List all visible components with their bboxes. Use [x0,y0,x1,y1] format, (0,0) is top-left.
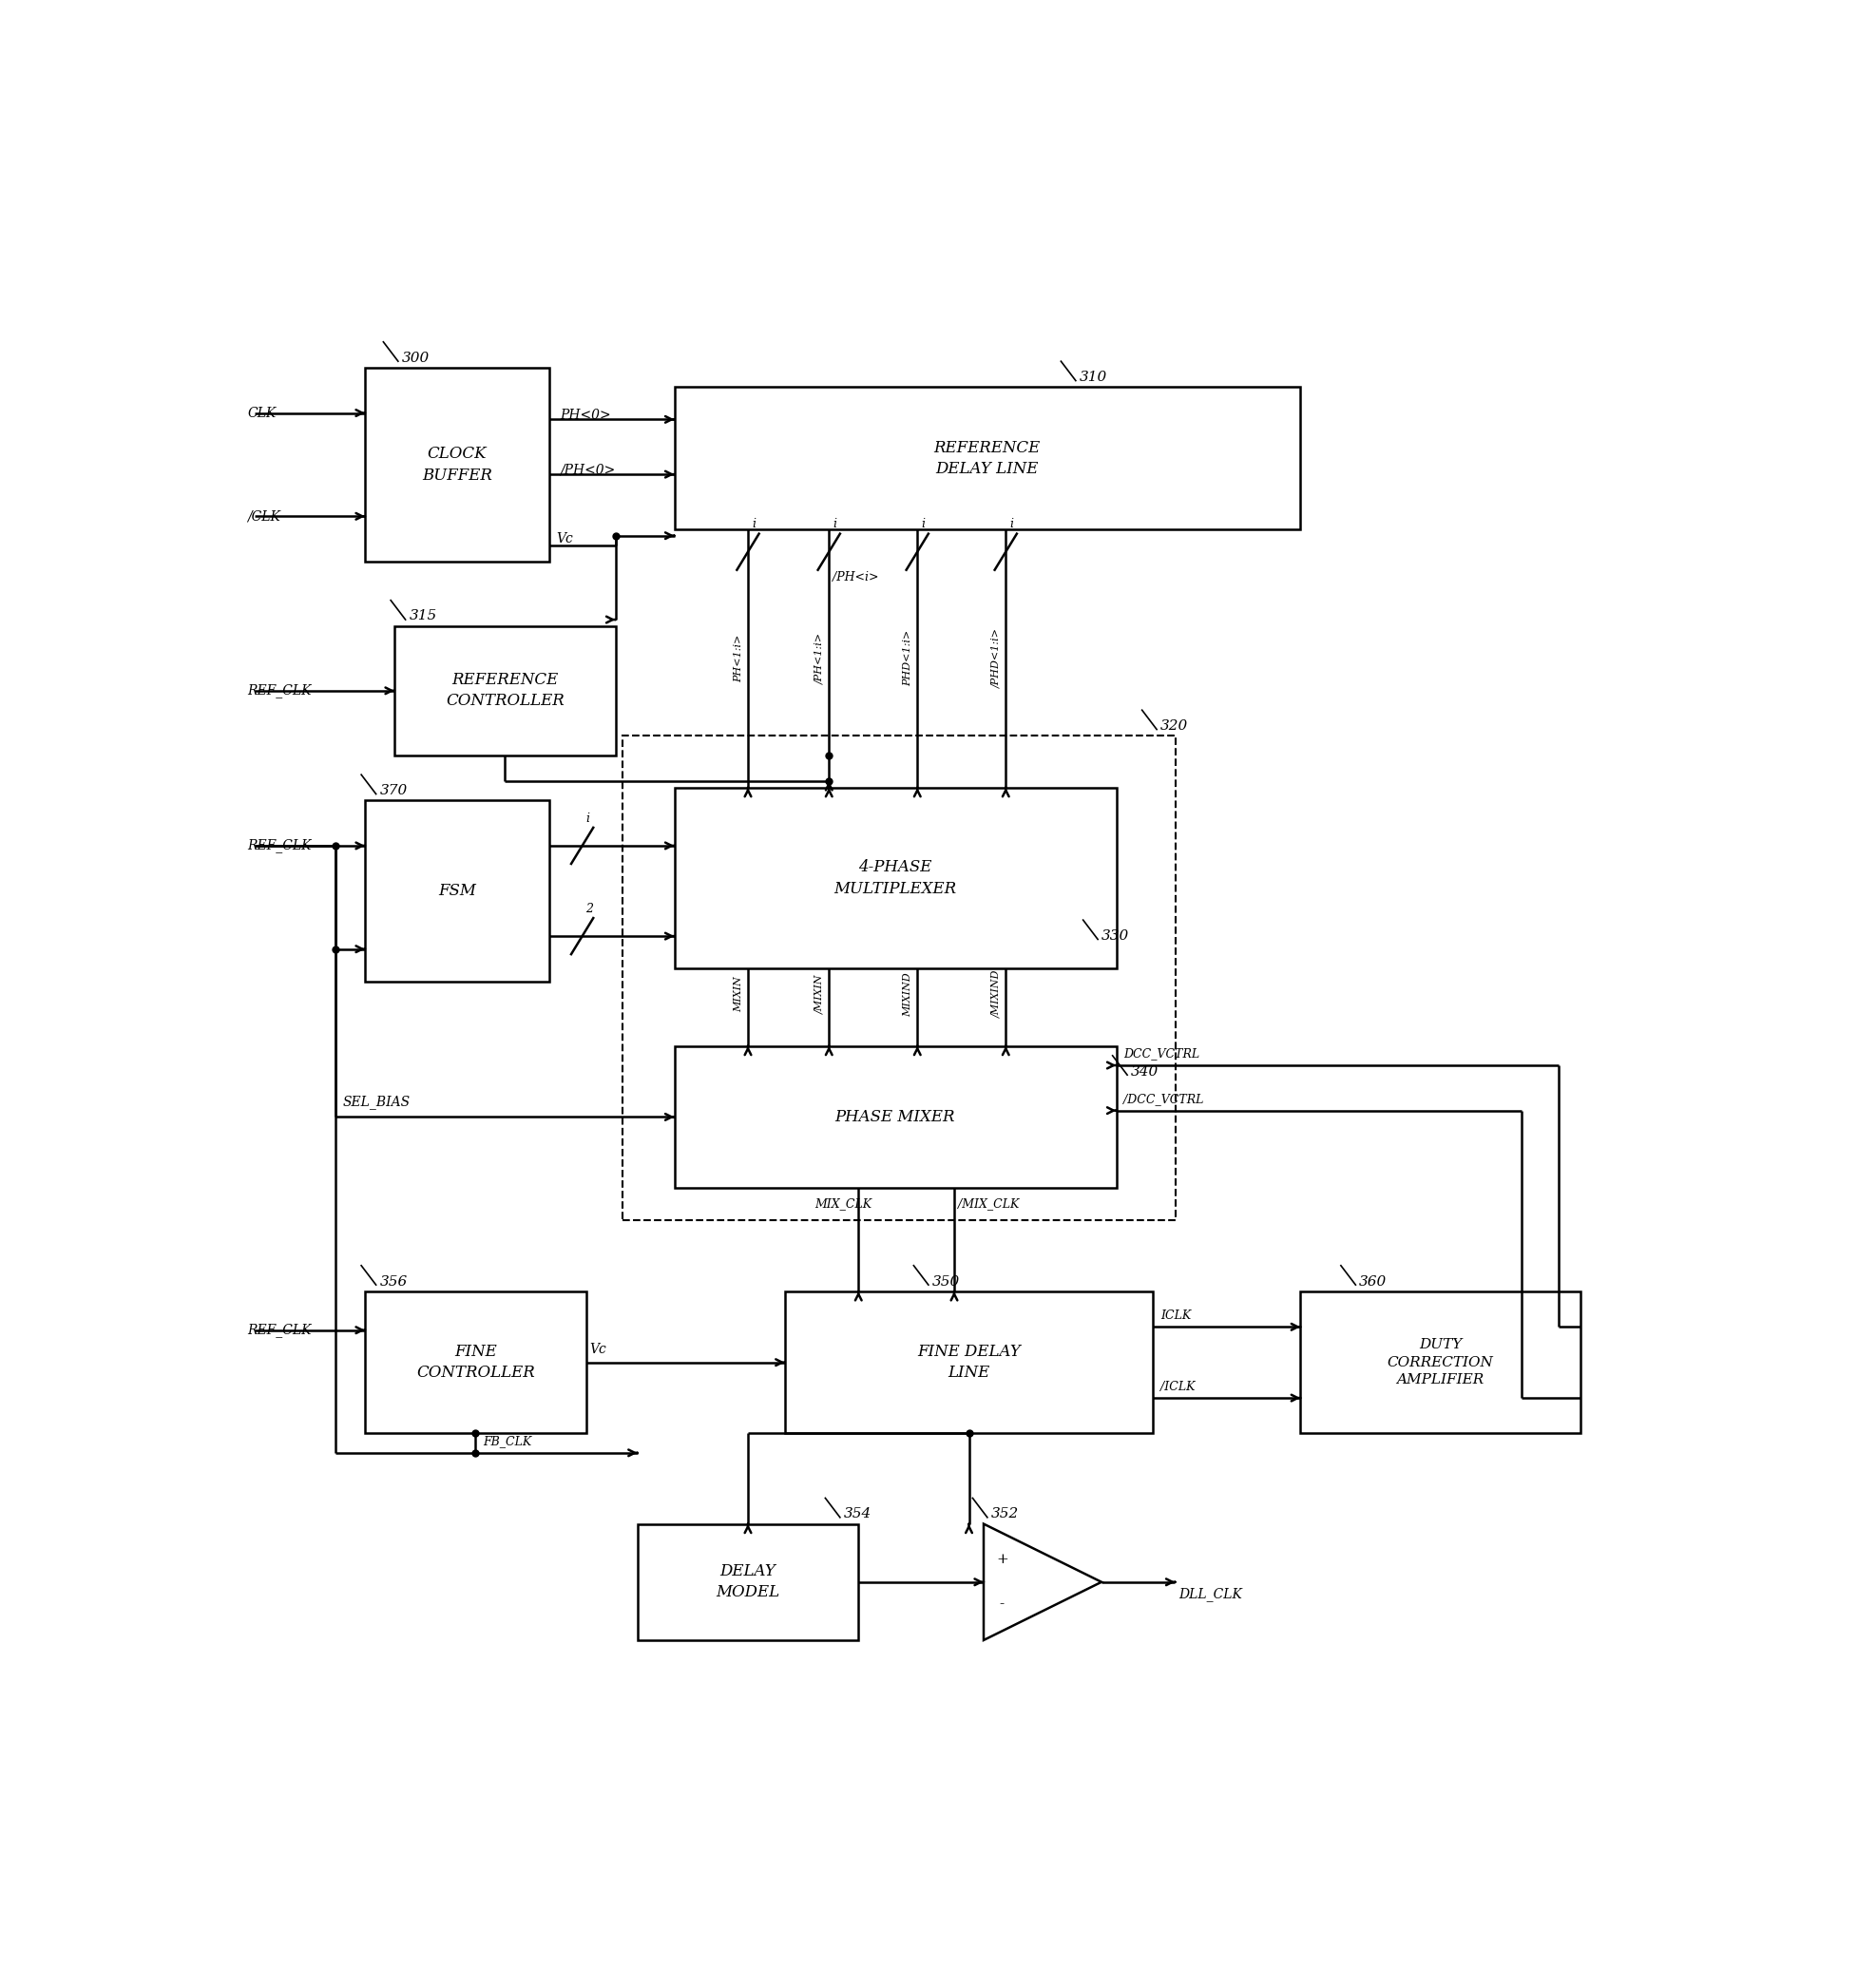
Text: 356: 356 [379,1274,407,1288]
Bar [674,1046,1115,1189]
Text: i: i [832,519,836,531]
Text: PH<1:i>: PH<1:i> [734,634,743,682]
Text: /MIX_CLK: /MIX_CLK [957,1197,1018,1211]
Text: DCC_VCTRL: DCC_VCTRL [1122,1048,1198,1060]
Text: MIXIN: MIXIN [734,976,743,1012]
Bar [364,801,548,982]
Text: FSM: FSM [438,883,476,899]
Text: 340: 340 [1130,1066,1158,1077]
Bar [637,1525,858,1640]
Bar [364,1292,585,1433]
Text: PHD<1:i>: PHD<1:i> [903,630,912,686]
Bar [394,626,615,755]
Text: 2: 2 [585,903,593,914]
Text: 315: 315 [409,610,437,622]
Text: REFERENCE
CONTROLLER: REFERENCE CONTROLLER [446,672,563,710]
Text: ICLK: ICLK [1159,1310,1191,1322]
Text: DUTY
CORRECTION
AMPLIFIER: DUTY CORRECTION AMPLIFIER [1386,1338,1492,1386]
Text: 300: 300 [401,352,429,364]
Text: i: i [1009,519,1013,531]
Text: CLK: CLK [247,406,275,419]
Bar [364,368,548,561]
Text: REF_CLK: REF_CLK [247,1324,310,1338]
Text: +: + [996,1553,1007,1567]
Text: MIXIND: MIXIND [903,972,912,1016]
Text: 352: 352 [990,1507,1018,1521]
Text: 360: 360 [1358,1274,1386,1288]
Text: REF_CLK: REF_CLK [247,839,310,853]
Text: REFERENCE
DELAY LINE: REFERENCE DELAY LINE [933,439,1040,477]
Text: PHASE MIXER: PHASE MIXER [834,1109,955,1125]
Text: i: i [751,519,754,531]
Text: FINE DELAY
LINE: FINE DELAY LINE [916,1344,1020,1382]
Text: DELAY
MODEL: DELAY MODEL [715,1563,780,1600]
Text: 350: 350 [931,1274,959,1288]
Text: /ICLK: /ICLK [1159,1380,1195,1394]
Text: 4-PHASE
MULTIPLEXER: 4-PHASE MULTIPLEXER [834,859,957,897]
Text: REF_CLK: REF_CLK [247,684,310,698]
Text: 330: 330 [1102,928,1128,942]
Text: 310: 310 [1079,370,1107,384]
Text: /PH<1:i>: /PH<1:i> [814,632,823,684]
Text: 370: 370 [379,783,407,797]
Text: DLL_CLK: DLL_CLK [1178,1586,1241,1600]
Bar [674,787,1115,968]
Text: /PH<i>: /PH<i> [832,571,879,584]
Text: 320: 320 [1159,720,1187,734]
Bar [622,736,1174,1221]
Bar [784,1292,1152,1433]
Text: Vc: Vc [589,1342,606,1356]
Text: CLOCK
BUFFER: CLOCK BUFFER [422,445,492,483]
Text: /MIXIN: /MIXIN [814,974,823,1014]
Text: 354: 354 [844,1507,871,1521]
Bar [1301,1292,1579,1433]
Text: Vc: Vc [556,533,572,545]
Text: FINE
CONTROLLER: FINE CONTROLLER [416,1344,535,1382]
Text: i: i [920,519,925,531]
Text: /CLK: /CLK [247,509,281,523]
Text: i: i [585,811,589,825]
Text: FB_CLK: FB_CLK [483,1435,531,1447]
Text: /PHD<1:i>: /PHD<1:i> [990,628,1000,688]
Text: MIX_CLK: MIX_CLK [814,1197,871,1211]
Text: /DCC_VCTRL: /DCC_VCTRL [1122,1093,1204,1105]
Bar [674,388,1301,529]
Text: /PH<0>: /PH<0> [559,463,615,477]
Text: /MIXIND: /MIXIND [990,970,1000,1018]
Text: PH<0>: PH<0> [559,408,611,421]
Text: SEL_BIAS: SEL_BIAS [342,1095,411,1109]
Text: -: - [1000,1598,1003,1610]
